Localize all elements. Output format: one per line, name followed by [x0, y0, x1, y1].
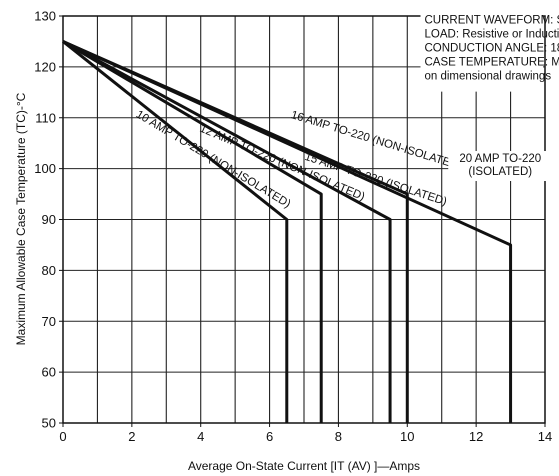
series-line [62, 40, 392, 423]
series-line [62, 40, 323, 423]
y-tick-label: 60 [42, 365, 56, 380]
note-line: CONDUCTION ANGLE: 180° [425, 43, 559, 55]
y-tick-label: 100 [34, 161, 56, 176]
x-tick-label: 6 [266, 429, 273, 444]
notes-box: CURRENT WAVEFORM: Sinusoidal LOAD: Resist… [420, 11, 559, 92]
ticks: 0 2 4 6 8 10 12 14 50 60 70 80 90 100 110 120 130 [34, 9, 552, 445]
y-tick-label: 80 [42, 263, 56, 278]
x-tick-label: 12 [469, 429, 483, 444]
note-line: LOAD: Resistive or Inductive [425, 29, 559, 41]
label-20amp: (ISOLATED) [468, 166, 532, 178]
y-tick-label: 120 [34, 59, 56, 74]
series-group [62, 40, 513, 423]
x-tick-label: 0 [59, 429, 66, 444]
y-tick-label: 90 [42, 212, 56, 227]
label-20amp: 20 AMP TO-220 [459, 153, 541, 165]
notes-bg [420, 11, 543, 92]
y-tick-label: 70 [42, 314, 56, 329]
y-tick-label: 110 [35, 110, 56, 125]
x-axis-title: Average On-State Current [IT (AV) ]—Amps [188, 459, 420, 473]
label-20amp-bg [448, 151, 553, 182]
y-axis-title: Maximum Allowable Case Temperature (TC)-… [14, 92, 28, 345]
note-line: on dimensional drawings [425, 71, 552, 83]
series-line [62, 40, 513, 423]
note-line: CASE TEMPERATURE: Measure as shown [425, 57, 559, 69]
y-tick-label: 50 [42, 416, 56, 431]
x-tick-label: 8 [335, 429, 342, 444]
series-line [62, 40, 289, 423]
y-tick-label: 130 [34, 9, 56, 24]
x-tick-label: 14 [538, 429, 552, 444]
note-line: CURRENT WAVEFORM: Sinusoidal [425, 15, 559, 27]
x-tick-label: 10 [400, 429, 414, 444]
x-tick-label: 2 [128, 429, 135, 444]
curve-labels: 10 AMP TO-220 (NON-ISOLATED)12 AMP TO-22… [134, 109, 553, 211]
x-tick-label: 4 [197, 429, 204, 444]
